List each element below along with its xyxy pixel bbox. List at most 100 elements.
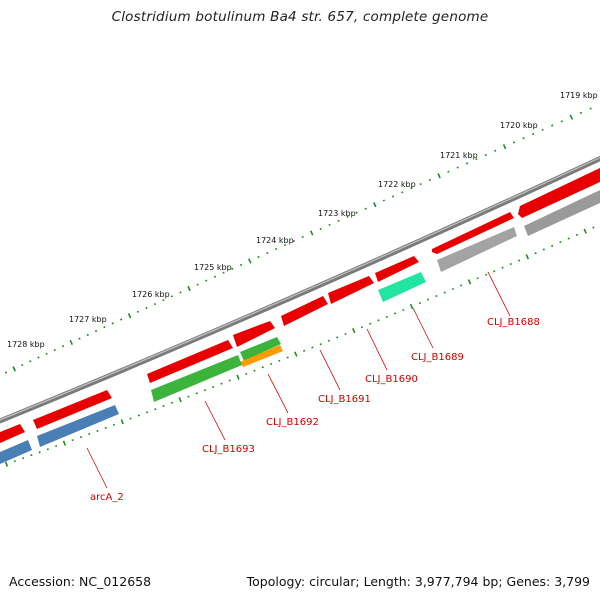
ruler-minor-tick <box>410 187 413 190</box>
inner-minor-tick <box>71 439 74 442</box>
ruler-minor-tick <box>61 345 65 348</box>
ruler-minor-tick <box>283 243 287 247</box>
inner-major-tick <box>409 303 414 310</box>
inner-minor-tick <box>13 460 16 463</box>
inner-major-tick <box>583 228 587 234</box>
ruler-major-tick <box>373 201 377 208</box>
inner-minor-tick <box>187 395 190 398</box>
ruler-minor-tick <box>37 356 40 359</box>
ruler-minor-tick <box>274 247 278 251</box>
inner-minor-tick <box>435 294 438 298</box>
ruler-minor-tick <box>222 271 225 274</box>
ruler-minor-tick <box>86 333 89 336</box>
ruler-minor-tick <box>213 275 217 278</box>
ruler-minor-tick <box>419 183 422 186</box>
inner-minor-tick <box>517 259 521 262</box>
inner-minor-tick <box>360 326 364 329</box>
cds-reverse <box>437 227 517 272</box>
ruler-minor-tick <box>301 235 304 239</box>
cds-reverse <box>0 440 32 464</box>
inner-major-tick <box>120 419 124 425</box>
cds-reverse <box>37 405 119 447</box>
cds-reverse <box>151 355 242 402</box>
cds-forward <box>33 390 112 429</box>
ruler-minor-tick <box>239 263 243 267</box>
gene-label: CLJ_B1692 <box>266 417 319 428</box>
ruler-minor-tick <box>53 348 56 352</box>
forward-strand-genes <box>0 168 600 443</box>
ruler-minor-tick <box>78 337 81 340</box>
ruler-major-tick <box>127 313 132 319</box>
inner-major-tick <box>236 374 240 380</box>
inner-minor-tick <box>228 379 231 382</box>
inner-major-tick <box>178 397 182 403</box>
inner-major-tick <box>467 279 472 285</box>
inner-minor-tick <box>195 392 198 395</box>
inner-minor-tick <box>460 284 463 287</box>
kbp-label: 1720 kbp <box>500 121 538 130</box>
ruler-minor-tick <box>456 166 459 169</box>
ruler-minor-tick <box>205 279 208 282</box>
kbp-label: 1724 kbp <box>256 236 294 245</box>
gene-label: CLJ_B1691 <box>318 394 371 405</box>
inner-minor-tick <box>575 233 579 236</box>
gene-label: arcA_2 <box>90 492 124 503</box>
ruler-minor-tick <box>589 107 592 110</box>
ruler-major-tick <box>69 339 74 346</box>
inner-minor-tick <box>79 436 83 439</box>
ruler-major-tick <box>569 114 574 120</box>
ruler-minor-tick <box>231 267 234 270</box>
inner-major-tick <box>62 440 67 446</box>
ruler-minor-tick <box>494 149 497 152</box>
inner-tick-track <box>4 226 595 467</box>
ruler-major-tick <box>187 285 191 292</box>
kbp-label: 1722 kbp <box>378 180 416 189</box>
ruler-minor-tick <box>29 360 32 363</box>
kbp-label: 1727 kbp <box>69 315 107 324</box>
inner-minor-tick <box>559 241 562 244</box>
cds-reverse <box>524 190 600 236</box>
kbp-label: 1719 kbp <box>560 91 598 100</box>
ruler-minor-tick <box>111 322 114 325</box>
inner-minor-tick <box>145 411 149 414</box>
ruler-minor-tick <box>170 295 174 298</box>
ruler-minor-tick <box>179 291 182 294</box>
genome-summary-text: Topology: circular; Length: 3,977,794 bp… <box>246 574 590 589</box>
ruler-minor-tick <box>447 170 450 173</box>
ruler-minor-tick <box>364 207 367 210</box>
ruler-minor-tick <box>94 329 98 333</box>
inner-minor-tick <box>286 356 289 359</box>
inner-minor-tick <box>451 287 455 291</box>
inner-minor-tick <box>129 417 132 420</box>
ruler-minor-tick <box>560 120 563 123</box>
inner-major-tick <box>525 254 530 260</box>
inner-minor-tick <box>55 445 58 448</box>
ruler-minor-tick <box>21 364 24 367</box>
ruler-minor-tick <box>531 132 535 136</box>
inner-minor-tick <box>534 252 537 255</box>
inner-major-tick <box>4 461 9 467</box>
cds-forward <box>518 168 600 218</box>
inner-minor-tick <box>476 277 479 280</box>
ruler-minor-tick <box>136 310 140 313</box>
reverse-strand-genes <box>0 190 600 464</box>
inner-minor-tick <box>542 248 546 251</box>
inner-minor-tick <box>567 237 570 240</box>
inner-minor-tick <box>402 308 405 312</box>
inner-minor-tick <box>137 414 140 417</box>
inner-minor-tick <box>509 262 512 266</box>
inner-minor-tick <box>30 454 33 457</box>
inner-minor-tick <box>245 372 248 376</box>
inner-minor-tick <box>369 322 372 325</box>
ruler-minor-tick <box>257 255 260 259</box>
ruler-major-tick <box>12 366 16 372</box>
gene-label: CLJ_B1689 <box>411 352 464 363</box>
inner-minor-tick <box>220 382 223 385</box>
kbp-label: 1725 kbp <box>194 263 232 272</box>
inner-minor-tick <box>327 339 331 342</box>
inner-minor-tick <box>385 315 388 319</box>
inner-minor-tick <box>278 359 281 362</box>
ruler-minor-tick <box>337 219 340 222</box>
inner-minor-tick <box>88 432 91 436</box>
ruler-minor-tick <box>382 199 386 202</box>
